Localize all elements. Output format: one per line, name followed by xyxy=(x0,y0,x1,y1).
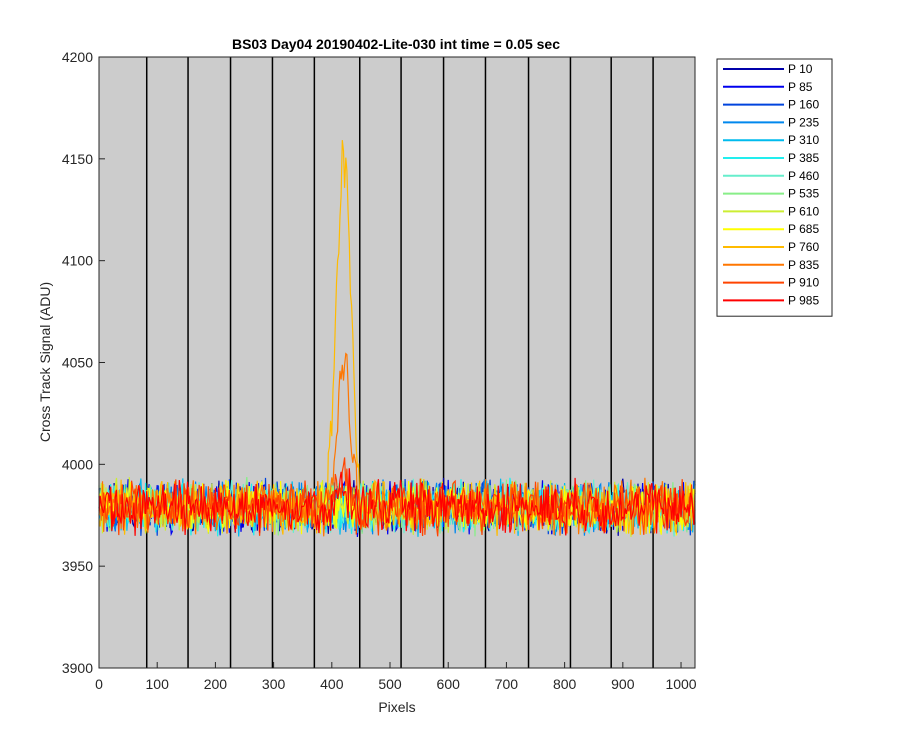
legend-label: P 460 xyxy=(788,169,819,183)
x-tick-label: 200 xyxy=(204,676,228,692)
legend-label: P 310 xyxy=(788,133,819,147)
y-axis-ticks: 3900 3950 4000 4050 4100 4150 4200 xyxy=(62,49,105,676)
plot-area xyxy=(99,57,695,668)
x-axis-label: Pixels xyxy=(378,699,415,715)
legend-label: P 760 xyxy=(788,240,819,254)
y-tick-label: 3950 xyxy=(62,558,93,574)
x-tick-label: 400 xyxy=(320,676,344,692)
x-tick-label: 800 xyxy=(553,676,577,692)
legend-box xyxy=(716,58,833,317)
legend-label: P 610 xyxy=(788,204,819,218)
legend-label: P 10 xyxy=(788,62,813,76)
legend-label: P 385 xyxy=(788,151,819,165)
x-tick-label: 500 xyxy=(378,676,402,692)
y-tick-label: 3900 xyxy=(62,660,93,676)
legend: P 10 P 85 P 160 P 235 P 310 P 385 P 460 P 535 P … xyxy=(716,58,833,317)
legend-label: P 985 xyxy=(788,293,819,307)
x-tick-label: 600 xyxy=(437,676,461,692)
x-axis-ticks: 0 100 200 300 400 500 600 700 800 900 1000 xyxy=(95,662,697,692)
series-line-p985 xyxy=(98,468,696,536)
chart-title: BS03 Day04 20190402-Lite-030 int time = … xyxy=(232,36,560,52)
x-tick-label: 0 xyxy=(95,676,103,692)
legend-label: P 685 xyxy=(788,222,819,236)
y-tick-label: 4000 xyxy=(62,456,93,472)
vertical-gridlines xyxy=(145,57,654,668)
legend-label: P 85 xyxy=(788,80,813,94)
y-tick-label: 4150 xyxy=(62,151,93,167)
series-lines xyxy=(98,140,696,538)
y-tick-label: 4200 xyxy=(62,49,93,65)
y-tick-label: 4050 xyxy=(62,355,93,371)
legend-label: P 835 xyxy=(788,258,819,272)
x-tick-label: 900 xyxy=(611,676,635,692)
y-axis-label: Cross Track Signal (ADU) xyxy=(37,282,53,442)
x-tick-label: 1000 xyxy=(665,676,696,692)
legend-label: P 235 xyxy=(788,115,819,129)
x-tick-label: 300 xyxy=(262,676,286,692)
legend-label: P 160 xyxy=(788,98,819,112)
x-tick-label: 700 xyxy=(495,676,519,692)
series-line-p910 xyxy=(98,457,696,537)
y-tick-label: 4100 xyxy=(62,253,93,269)
legend-label: P 535 xyxy=(788,187,819,201)
legend-label: P 910 xyxy=(788,276,819,290)
x-tick-label: 100 xyxy=(146,676,170,692)
